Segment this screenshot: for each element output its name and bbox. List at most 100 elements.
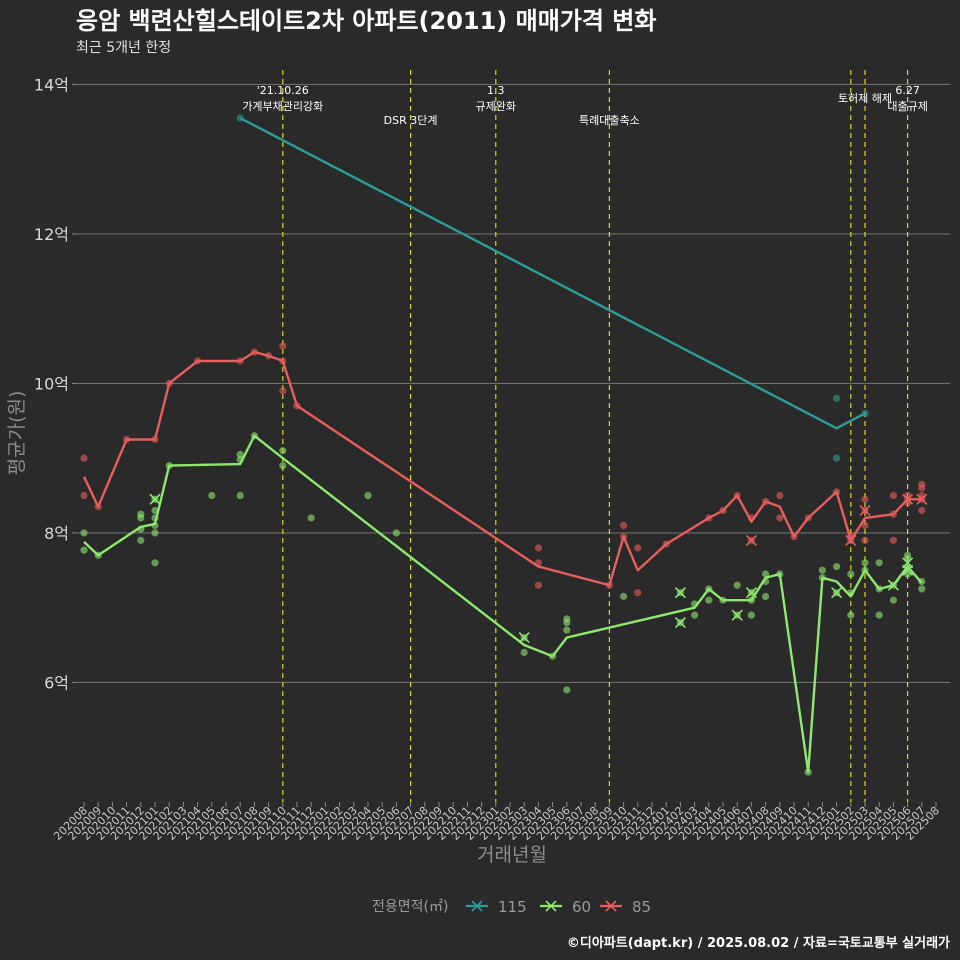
data-point <box>776 491 784 500</box>
data-point <box>691 611 699 619</box>
data-point <box>279 447 287 455</box>
series-layer <box>80 114 928 776</box>
cancelled-marker <box>674 587 686 599</box>
event-label: '21.10.26 가계부채관리강화 <box>242 84 323 113</box>
data-point <box>847 611 855 619</box>
data-point <box>861 495 869 503</box>
data-point <box>364 491 372 500</box>
cancelled-marker <box>902 564 914 576</box>
data-point <box>279 462 287 470</box>
cancelled-marker <box>149 493 161 505</box>
data-point <box>620 521 628 530</box>
data-point <box>875 611 883 619</box>
data-point <box>80 491 88 500</box>
cancelled-marker <box>845 534 857 546</box>
series-line <box>83 434 923 774</box>
data-point <box>634 589 642 597</box>
data-point <box>137 514 145 522</box>
chart-caption: ©디아파트(dapt.kr) / 2025.08.02 / 자료=국토교통부 실… <box>567 935 950 951</box>
series-line <box>82 350 922 587</box>
data-point <box>563 626 571 634</box>
grid-layer <box>77 83 950 683</box>
x-axis-label: 거래년월 <box>477 844 547 866</box>
cancelled-marker <box>731 609 743 621</box>
cancelled-marker <box>745 587 757 599</box>
chart-subtitle: 최근 5개년 한정 <box>76 40 171 56</box>
data-point <box>889 491 898 500</box>
data-point <box>861 559 869 567</box>
data-point <box>833 394 841 402</box>
legend-label: 115 <box>498 898 527 916</box>
data-point <box>762 592 770 601</box>
y-tick-label: 10억 <box>34 374 69 393</box>
data-point <box>563 686 571 694</box>
cancelled-marker <box>831 587 843 599</box>
data-point <box>520 648 528 657</box>
series-line <box>239 117 866 430</box>
data-point <box>137 536 145 544</box>
data-point <box>279 387 287 395</box>
data-point <box>861 521 869 530</box>
cancelled-marker <box>887 579 899 591</box>
cancelled-marker <box>518 631 530 644</box>
chart-title: 응암 백련산힐스테이트2차 아파트(2011) 매매가격 변화 <box>76 7 656 35</box>
data-point <box>733 581 741 589</box>
data-point <box>705 596 713 604</box>
data-point <box>307 514 315 522</box>
data-point <box>620 592 628 601</box>
data-point <box>151 529 159 537</box>
data-point <box>762 570 770 578</box>
data-point <box>634 544 642 552</box>
data-point <box>861 536 869 544</box>
y-tick-label: 14억 <box>34 75 69 94</box>
event-label: 토허제 해제 <box>838 91 892 105</box>
data-point <box>80 454 88 462</box>
data-point <box>151 559 159 567</box>
series-115 <box>236 114 869 462</box>
legend-key-marker <box>471 900 483 912</box>
legend-key-marker <box>545 900 557 912</box>
data-point <box>80 529 88 537</box>
data-point <box>904 555 912 563</box>
event-label: DSR 3단계 <box>384 114 438 127</box>
y-tick-label: 12억 <box>34 225 69 244</box>
data-point <box>833 454 841 462</box>
legend-title: 전용면적(㎡) <box>372 899 448 915</box>
data-point <box>918 585 926 593</box>
y-tick-label: 8억 <box>44 524 69 543</box>
data-point <box>918 506 926 515</box>
series-60 <box>80 432 926 776</box>
data-point <box>833 562 841 571</box>
data-point <box>236 450 244 459</box>
legend-label: 60 <box>572 898 591 916</box>
data-point <box>279 342 287 350</box>
series-85 <box>80 342 928 597</box>
data-point <box>392 529 400 537</box>
data-point <box>534 581 543 589</box>
event-label: 6.27 대출규제 <box>887 84 927 113</box>
cancelled-marker <box>902 493 914 505</box>
data-point <box>918 484 926 492</box>
event-label: 1.3 규제완화 <box>476 84 516 113</box>
data-point <box>534 544 543 552</box>
cancelled-marker <box>745 534 757 546</box>
data-point <box>889 536 898 544</box>
data-point <box>208 491 216 500</box>
cancelled-marker <box>674 617 686 629</box>
data-point <box>889 596 898 604</box>
data-point <box>747 611 756 619</box>
data-point <box>563 619 571 627</box>
y-tick-label: 6억 <box>44 673 69 692</box>
cancelled-marker <box>859 504 871 517</box>
data-point <box>847 570 855 578</box>
legend: 전용면적(㎡) 115 60 85 <box>372 898 651 916</box>
data-point <box>818 566 827 574</box>
data-point <box>776 514 784 522</box>
data-point <box>875 559 883 567</box>
cancelled-marker <box>916 493 928 505</box>
legend-key-marker <box>605 900 617 912</box>
y-axis-label: 평균가(원) <box>6 391 28 476</box>
